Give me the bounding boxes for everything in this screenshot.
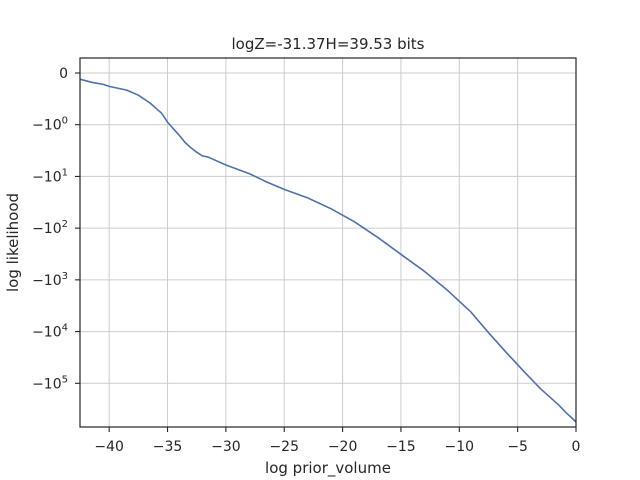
y-tick-label: −100 xyxy=(32,116,68,134)
x-tick-label: −25 xyxy=(269,439,299,455)
x-tick-label: −15 xyxy=(386,439,416,455)
y-axis-label: log likelihood xyxy=(4,193,22,292)
x-tick-label: −10 xyxy=(445,439,475,455)
axis-ticks: −40 −35 −30 −25 −20 −15 −10 −5 0 0 −100 −101 −102 −10… xyxy=(32,66,580,455)
x-tick-label: −40 xyxy=(94,439,124,455)
chart-title: logZ=-31.37H=39.53 bits xyxy=(231,35,424,53)
x-tick-label: −5 xyxy=(507,439,528,455)
y-tick-label: −105 xyxy=(32,374,68,392)
y-tick-label: −103 xyxy=(32,271,68,289)
x-axis-label: log prior_volume xyxy=(265,459,391,478)
y-tick-label: 0 xyxy=(59,66,68,82)
x-tick-label: −30 xyxy=(211,439,241,455)
x-tick-label: −35 xyxy=(153,439,183,455)
y-tick-label: −102 xyxy=(32,219,68,237)
y-tick-label: −101 xyxy=(32,167,68,185)
grid-lines xyxy=(80,58,577,427)
x-tick-label: −20 xyxy=(328,439,358,455)
x-tick-label: 0 xyxy=(572,439,581,455)
series-line xyxy=(79,78,577,423)
plot-frame xyxy=(79,57,577,428)
y-tick-label: −104 xyxy=(32,323,68,341)
